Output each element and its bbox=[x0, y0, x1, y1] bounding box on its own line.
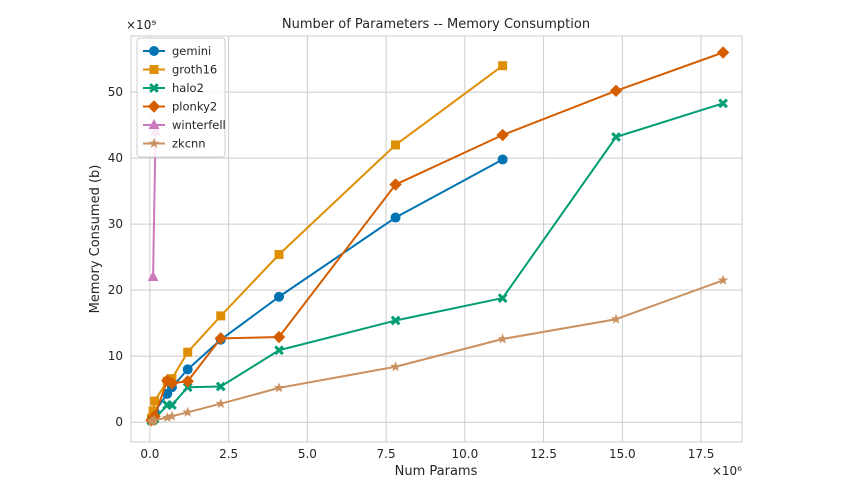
x-tick-label: 12.5 bbox=[530, 447, 557, 461]
gemini-point bbox=[390, 212, 401, 223]
legend-box bbox=[136, 37, 226, 158]
halo2-point bbox=[611, 132, 621, 142]
plonky2-point bbox=[214, 332, 227, 345]
x-tick-label: 7.5 bbox=[377, 447, 396, 461]
plonky2-point bbox=[609, 84, 623, 97]
y-tick-label: 10 bbox=[108, 349, 123, 363]
y-tick-label: 30 bbox=[108, 217, 123, 231]
zkcnn-point bbox=[497, 333, 508, 344]
zkcnn-point bbox=[166, 410, 178, 421]
legend-marker bbox=[149, 46, 159, 56]
legend-marker bbox=[148, 119, 160, 129]
legend-item-groth16: groth16 bbox=[143, 63, 217, 77]
halo2-point bbox=[718, 98, 728, 109]
y-tick-labels: 0 10 20 30 40 50 bbox=[108, 85, 123, 429]
zkcnn-point bbox=[215, 398, 226, 409]
zkcnn-point bbox=[390, 361, 401, 372]
groth16-point bbox=[498, 61, 508, 71]
legend-label: gemini bbox=[172, 44, 211, 58]
plonky2-point bbox=[716, 46, 730, 59]
x-tick-label: 17.5 bbox=[688, 447, 715, 461]
groth16-point bbox=[391, 140, 401, 150]
halo2-point bbox=[167, 400, 177, 410]
groth16-point bbox=[150, 396, 160, 406]
x-tick-label: 15.0 bbox=[609, 447, 636, 461]
plot-area bbox=[130, 35, 743, 443]
series-group bbox=[145, 46, 730, 427]
legend: gemini groth16 halo2 plonky2 winterfell zkcnn bbox=[136, 37, 226, 158]
x-tick-label: 5.0 bbox=[298, 447, 317, 461]
zkcnn-point bbox=[273, 382, 285, 393]
legend-item-plonky2: plonky2 bbox=[143, 100, 217, 114]
plonky2-point bbox=[165, 377, 179, 390]
x-axis-label: Num Params bbox=[395, 464, 478, 479]
halo2-point bbox=[390, 315, 401, 326]
gemini-point bbox=[182, 364, 193, 375]
y-axis-label: Memory Consumed (b) bbox=[88, 165, 103, 314]
y-tick-label: 20 bbox=[108, 283, 123, 297]
plonky2-point bbox=[181, 375, 194, 388]
legend-label: winterfell bbox=[172, 118, 226, 132]
halo2-point bbox=[274, 345, 284, 356]
legend-marker bbox=[147, 100, 161, 113]
legend-marker bbox=[149, 83, 159, 93]
halo2-point bbox=[215, 381, 226, 392]
legend-label: plonky2 bbox=[172, 100, 217, 114]
zkcnn-point bbox=[610, 313, 622, 324]
groth16-point bbox=[183, 347, 193, 357]
series-zkcnn bbox=[146, 274, 729, 426]
zkcnn-point bbox=[182, 406, 193, 417]
halo2-point bbox=[497, 293, 508, 303]
x-tick-label: 2.5 bbox=[219, 447, 238, 461]
groth16-point bbox=[274, 250, 284, 260]
plonky2-point bbox=[496, 128, 509, 142]
legend-label: halo2 bbox=[172, 81, 204, 95]
winterfell-point bbox=[147, 270, 159, 281]
gemini-point bbox=[274, 291, 285, 302]
legend-marker bbox=[149, 65, 159, 74]
gemini-point bbox=[497, 154, 508, 165]
chart-title: Number of Parameters -- Memory Consumpti… bbox=[282, 17, 590, 32]
legend-item-gemini: gemini bbox=[143, 44, 211, 58]
x-tick-label: 0.0 bbox=[140, 447, 159, 461]
legend-marker bbox=[148, 138, 160, 148]
zkcnn-point bbox=[149, 414, 160, 425]
x-tick-label: 10.0 bbox=[451, 447, 478, 461]
x-tick-labels: 0.0 2.5 5.0 7.5 10.0 12.5 15.0 17.5 bbox=[140, 447, 714, 461]
plonky2-point bbox=[389, 178, 402, 191]
legend-item-zkcnn: zkcnn bbox=[143, 137, 206, 151]
y-tick-label: 50 bbox=[108, 85, 123, 99]
y-tick-label: 40 bbox=[108, 151, 123, 165]
groth16-line bbox=[150, 64, 504, 419]
plonky2-point bbox=[272, 330, 286, 344]
y-tick-label: 0 bbox=[115, 415, 123, 429]
zkcnn-point bbox=[161, 412, 173, 423]
groth16-point bbox=[216, 311, 226, 321]
legend-item-halo2: halo2 bbox=[143, 81, 204, 95]
zkcnn-point bbox=[717, 274, 729, 285]
legend-label: groth16 bbox=[172, 63, 217, 77]
y-axis-multiplier: ×10⁹ bbox=[126, 18, 156, 32]
legend-label: zkcnn bbox=[172, 137, 206, 151]
legend-item-winterfell: winterfell bbox=[143, 118, 226, 132]
x-axis-multiplier: ×10⁶ bbox=[712, 464, 742, 478]
groth16-point bbox=[148, 406, 158, 416]
